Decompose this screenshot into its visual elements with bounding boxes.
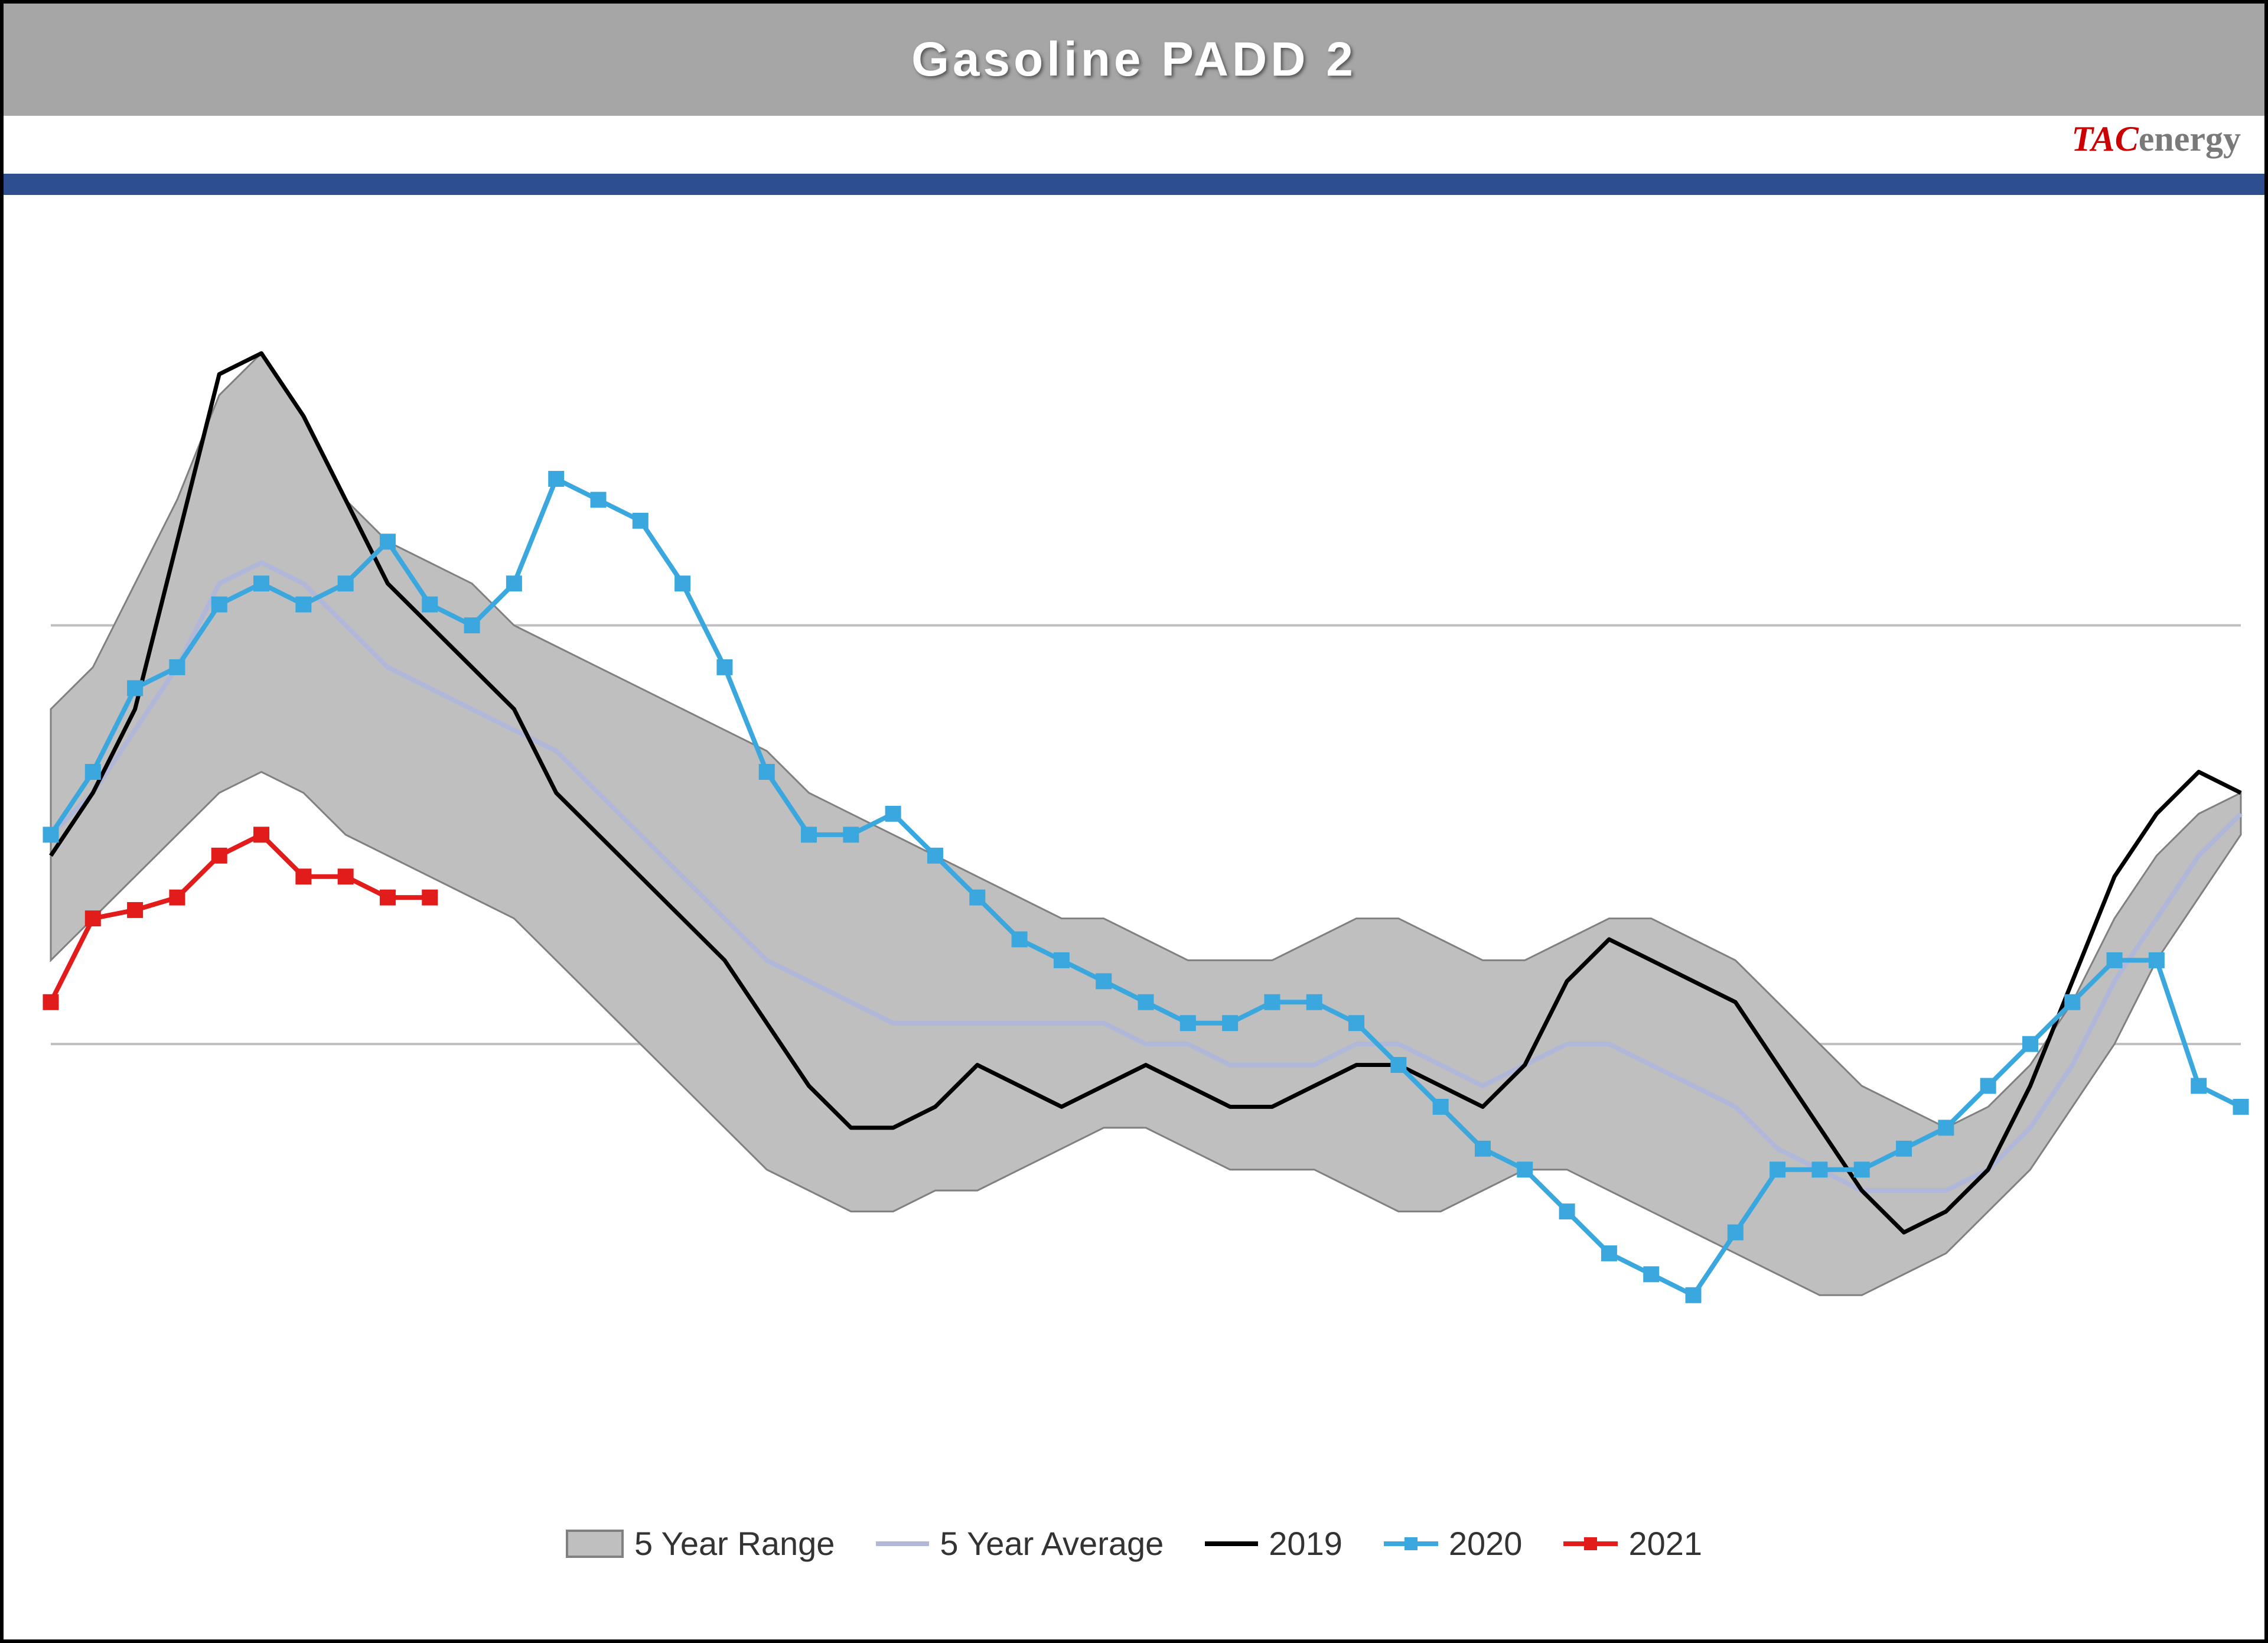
legend-label-2019: 2019 — [1269, 1524, 1342, 1563]
line-swatch-icon — [1205, 1541, 1258, 1546]
title-bar: Gasoline PADD 2 — [4, 4, 2264, 116]
brand-logo: TACenergy — [2071, 119, 2241, 160]
legend-item-range: 5 Year Range — [566, 1524, 835, 1563]
logo-suffix: energy — [2139, 119, 2241, 158]
plot-area: 5 Year Range 5 Year Average 2019 2020 — [4, 195, 2264, 1639]
marker-line-swatch-icon — [1563, 1537, 1618, 1550]
legend-label-range: 5 Year Range — [634, 1524, 835, 1563]
legend-label-avg: 5 Year Average — [940, 1524, 1164, 1563]
logo-prefix: TAC — [2071, 119, 2138, 158]
chart-title: Gasoline PADD 2 — [911, 32, 1357, 87]
line-swatch-icon — [876, 1541, 929, 1546]
chart-container: Gasoline PADD 2 TACenergy 5 Year Range 5… — [0, 0, 2268, 1643]
marker-line-swatch-icon — [1384, 1537, 1438, 1550]
accent-bar — [4, 174, 2264, 195]
legend-item-2019: 2019 — [1205, 1524, 1342, 1563]
legend-label-2020: 2020 — [1449, 1524, 1523, 1563]
legend-label-2021: 2021 — [1628, 1524, 1702, 1563]
legend-item-2021: 2021 — [1563, 1524, 1702, 1563]
range-swatch-icon — [566, 1530, 624, 1558]
legend-item-avg: 5 Year Average — [876, 1524, 1164, 1563]
legend: 5 Year Range 5 Year Average 2019 2020 — [4, 1524, 2264, 1563]
legend-item-2020: 2020 — [1384, 1524, 1523, 1563]
chart-svg — [4, 195, 2264, 1639]
